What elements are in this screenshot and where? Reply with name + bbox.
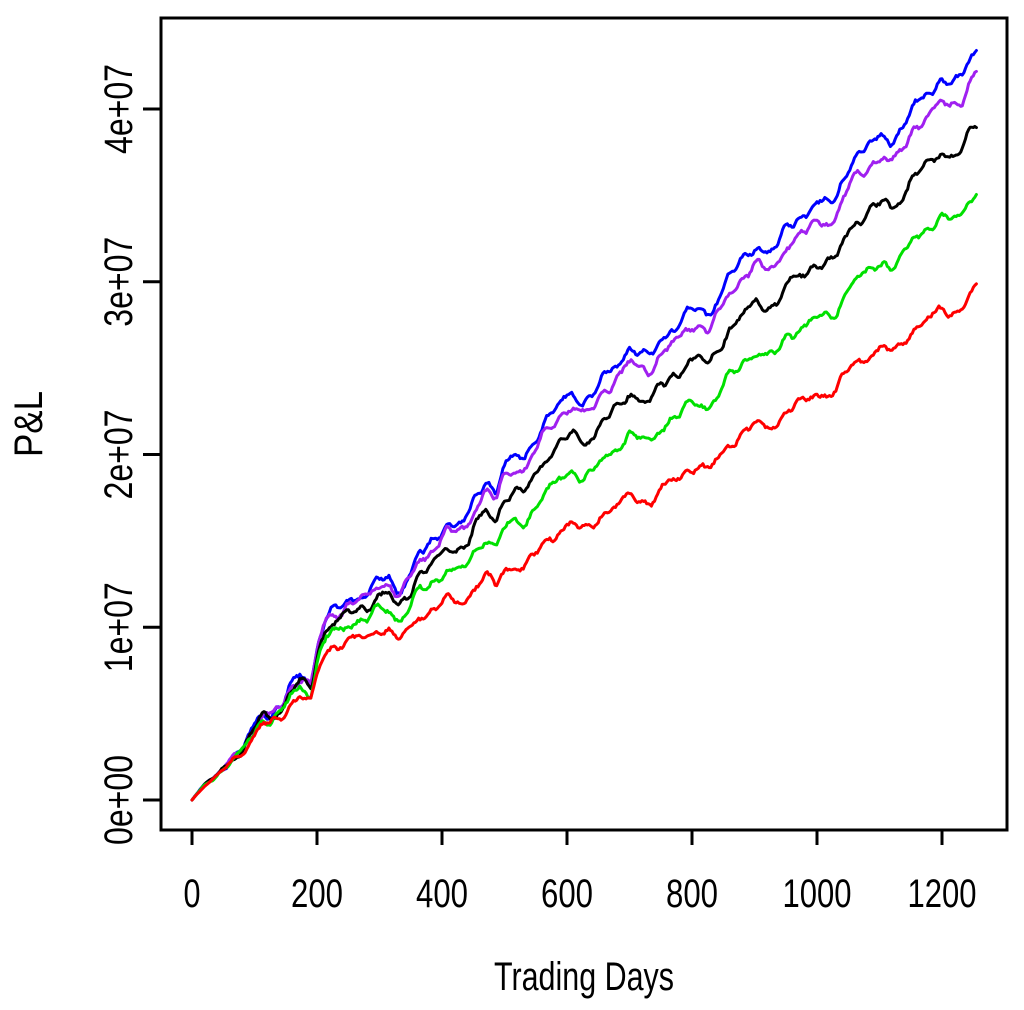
plot-box — [159, 16, 1009, 832]
y-axis: 0e+00 1e+07 2e+07 3e+07 4e+07 — [97, 64, 161, 845]
y-tick-label: 1e+07 — [97, 582, 141, 672]
x-tick-label: 600 — [541, 872, 593, 916]
x-tick-label: 0 — [184, 872, 201, 916]
x-axis: 0 200 400 600 800 1000 1200 — [184, 830, 977, 916]
series-line-red — [190, 282, 978, 802]
x-tick-label: 1200 — [908, 872, 977, 916]
series-lines — [190, 49, 978, 802]
y-tick-label: 0e+00 — [97, 755, 141, 845]
x-tick-label: 1000 — [783, 872, 852, 916]
x-tick-label: 200 — [291, 872, 343, 916]
x-tick-label: 800 — [666, 872, 718, 916]
series-line-purple — [190, 69, 978, 802]
y-tick-label: 3e+07 — [97, 237, 141, 327]
series-line-green — [190, 193, 978, 802]
x-axis-title: Trading Days — [494, 955, 674, 999]
y-axis-title: P&L — [7, 391, 51, 457]
x-tick-label: 400 — [416, 872, 468, 916]
y-tick-label: 4e+07 — [97, 64, 141, 154]
series-line-black — [190, 124, 978, 802]
y-tick-label: 2e+07 — [97, 410, 141, 500]
